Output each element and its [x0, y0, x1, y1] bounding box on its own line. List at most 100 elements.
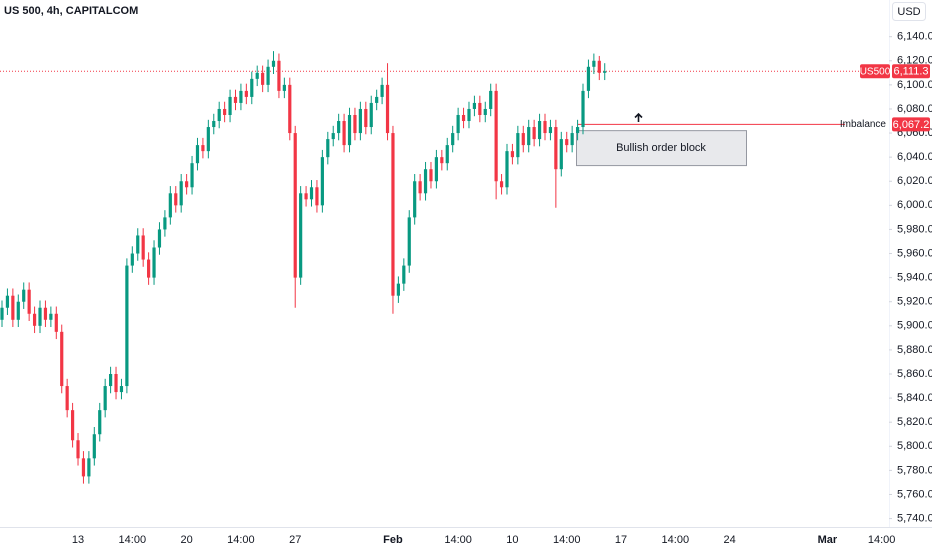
candle-body [76, 440, 80, 459]
candle-body [364, 108, 368, 128]
candle-body [527, 127, 531, 146]
plot: 6,140.06,120.06,100.06,080.06,060.06,040… [0, 31, 932, 546]
candle-body [16, 301, 20, 320]
y-tick-label: 5,880.0 [897, 344, 932, 356]
y-tick-label: 5,960.0 [897, 247, 932, 259]
y-tick-label: 5,820.0 [897, 416, 932, 428]
candle-body [483, 108, 487, 115]
candle-body [179, 181, 183, 206]
candle-body [489, 90, 493, 109]
currency-button[interactable] [892, 2, 926, 21]
candle-body [543, 121, 547, 134]
symbol-label: US500 [860, 66, 891, 77]
y-tick-label: 6,140.0 [897, 31, 932, 43]
x-tick-label: 13 [72, 534, 84, 546]
candle-body [499, 181, 504, 188]
candle-body [185, 181, 189, 188]
candle-body [81, 458, 86, 477]
candle-body [304, 193, 308, 200]
y-tick-label: 6,120.0 [897, 55, 932, 67]
candle-body [271, 60, 276, 67]
candle-body [293, 133, 297, 278]
candle-body [98, 410, 102, 435]
candle-body [114, 374, 118, 393]
candle-body [261, 72, 265, 85]
candle-body [22, 289, 26, 302]
last-price-label: 6,111.3 [893, 66, 928, 78]
y-tick-label: 5,920.0 [897, 296, 932, 308]
candle-body [407, 217, 411, 266]
x-tick-label: 10 [506, 534, 518, 546]
x-tick-label: 14:00 [444, 534, 472, 546]
candle-body [244, 90, 248, 97]
candle-body [461, 114, 466, 122]
candle-body [537, 121, 542, 140]
candle-body [27, 289, 31, 314]
candle-body [380, 84, 384, 97]
candle-body [554, 127, 558, 170]
candle-body [299, 193, 303, 278]
candle-body [375, 96, 379, 103]
candle-body [119, 386, 124, 393]
imbalance-price: 6,067.2 [893, 119, 930, 131]
candle-body [168, 193, 172, 218]
y-tick-label: 5,940.0 [897, 272, 932, 284]
candle-body [505, 151, 509, 188]
candle-body [445, 145, 449, 164]
y-tick-label: 5,760.0 [897, 488, 932, 500]
x-tick-label: 27 [289, 534, 301, 546]
candle-body [337, 121, 341, 134]
candle-body [157, 229, 162, 248]
candle-body [575, 127, 580, 134]
candle-body [456, 114, 460, 134]
arrow [634, 112, 643, 122]
symbol-tag [860, 64, 890, 79]
y-tick-label: 5,980.0 [897, 223, 932, 235]
candle-body [201, 145, 205, 152]
candle-body [233, 96, 238, 103]
candle-body [217, 108, 221, 122]
y-tick-label: 6,020.0 [897, 175, 932, 187]
candle-body [396, 283, 400, 296]
candle-body [603, 71, 607, 73]
candle-body [342, 121, 346, 146]
candle-body [228, 96, 232, 115]
y-tick-label: 6,000.0 [897, 199, 932, 211]
candle-body [358, 108, 362, 134]
candle-body [385, 84, 390, 134]
candle-body [223, 108, 227, 115]
candle-body [570, 133, 574, 146]
candle-body [43, 307, 48, 320]
candle-body [147, 259, 151, 278]
candle-body [92, 434, 96, 459]
candle-body [402, 265, 406, 284]
candle-body [326, 139, 330, 158]
candle-body [5, 295, 10, 308]
candle-body [60, 331, 64, 387]
x-tick-label: 14:00 [553, 534, 581, 546]
chart-title: US 500, 4h, CAPITALCOM [4, 5, 138, 17]
candle-body [516, 133, 520, 158]
x-tick-label: Feb [383, 534, 403, 546]
y-tick-label: 5,900.0 [897, 320, 932, 332]
order-block [576, 130, 747, 167]
candle-body [54, 313, 58, 332]
candle-body [423, 169, 428, 194]
candle-body [103, 386, 107, 411]
candle-body [125, 265, 129, 387]
candle-body [369, 102, 373, 128]
y-tick-label: 5,840.0 [897, 392, 932, 404]
candle-body [320, 157, 324, 206]
candle-body [315, 187, 319, 206]
x-tick-label: 14:00 [119, 534, 147, 546]
candle-body [440, 157, 444, 164]
last-price-tag [892, 64, 930, 79]
candle-body [152, 247, 156, 278]
candle-body [266, 66, 270, 85]
candle-body [309, 187, 314, 200]
candle-body [239, 90, 243, 103]
candle-body [494, 90, 498, 182]
